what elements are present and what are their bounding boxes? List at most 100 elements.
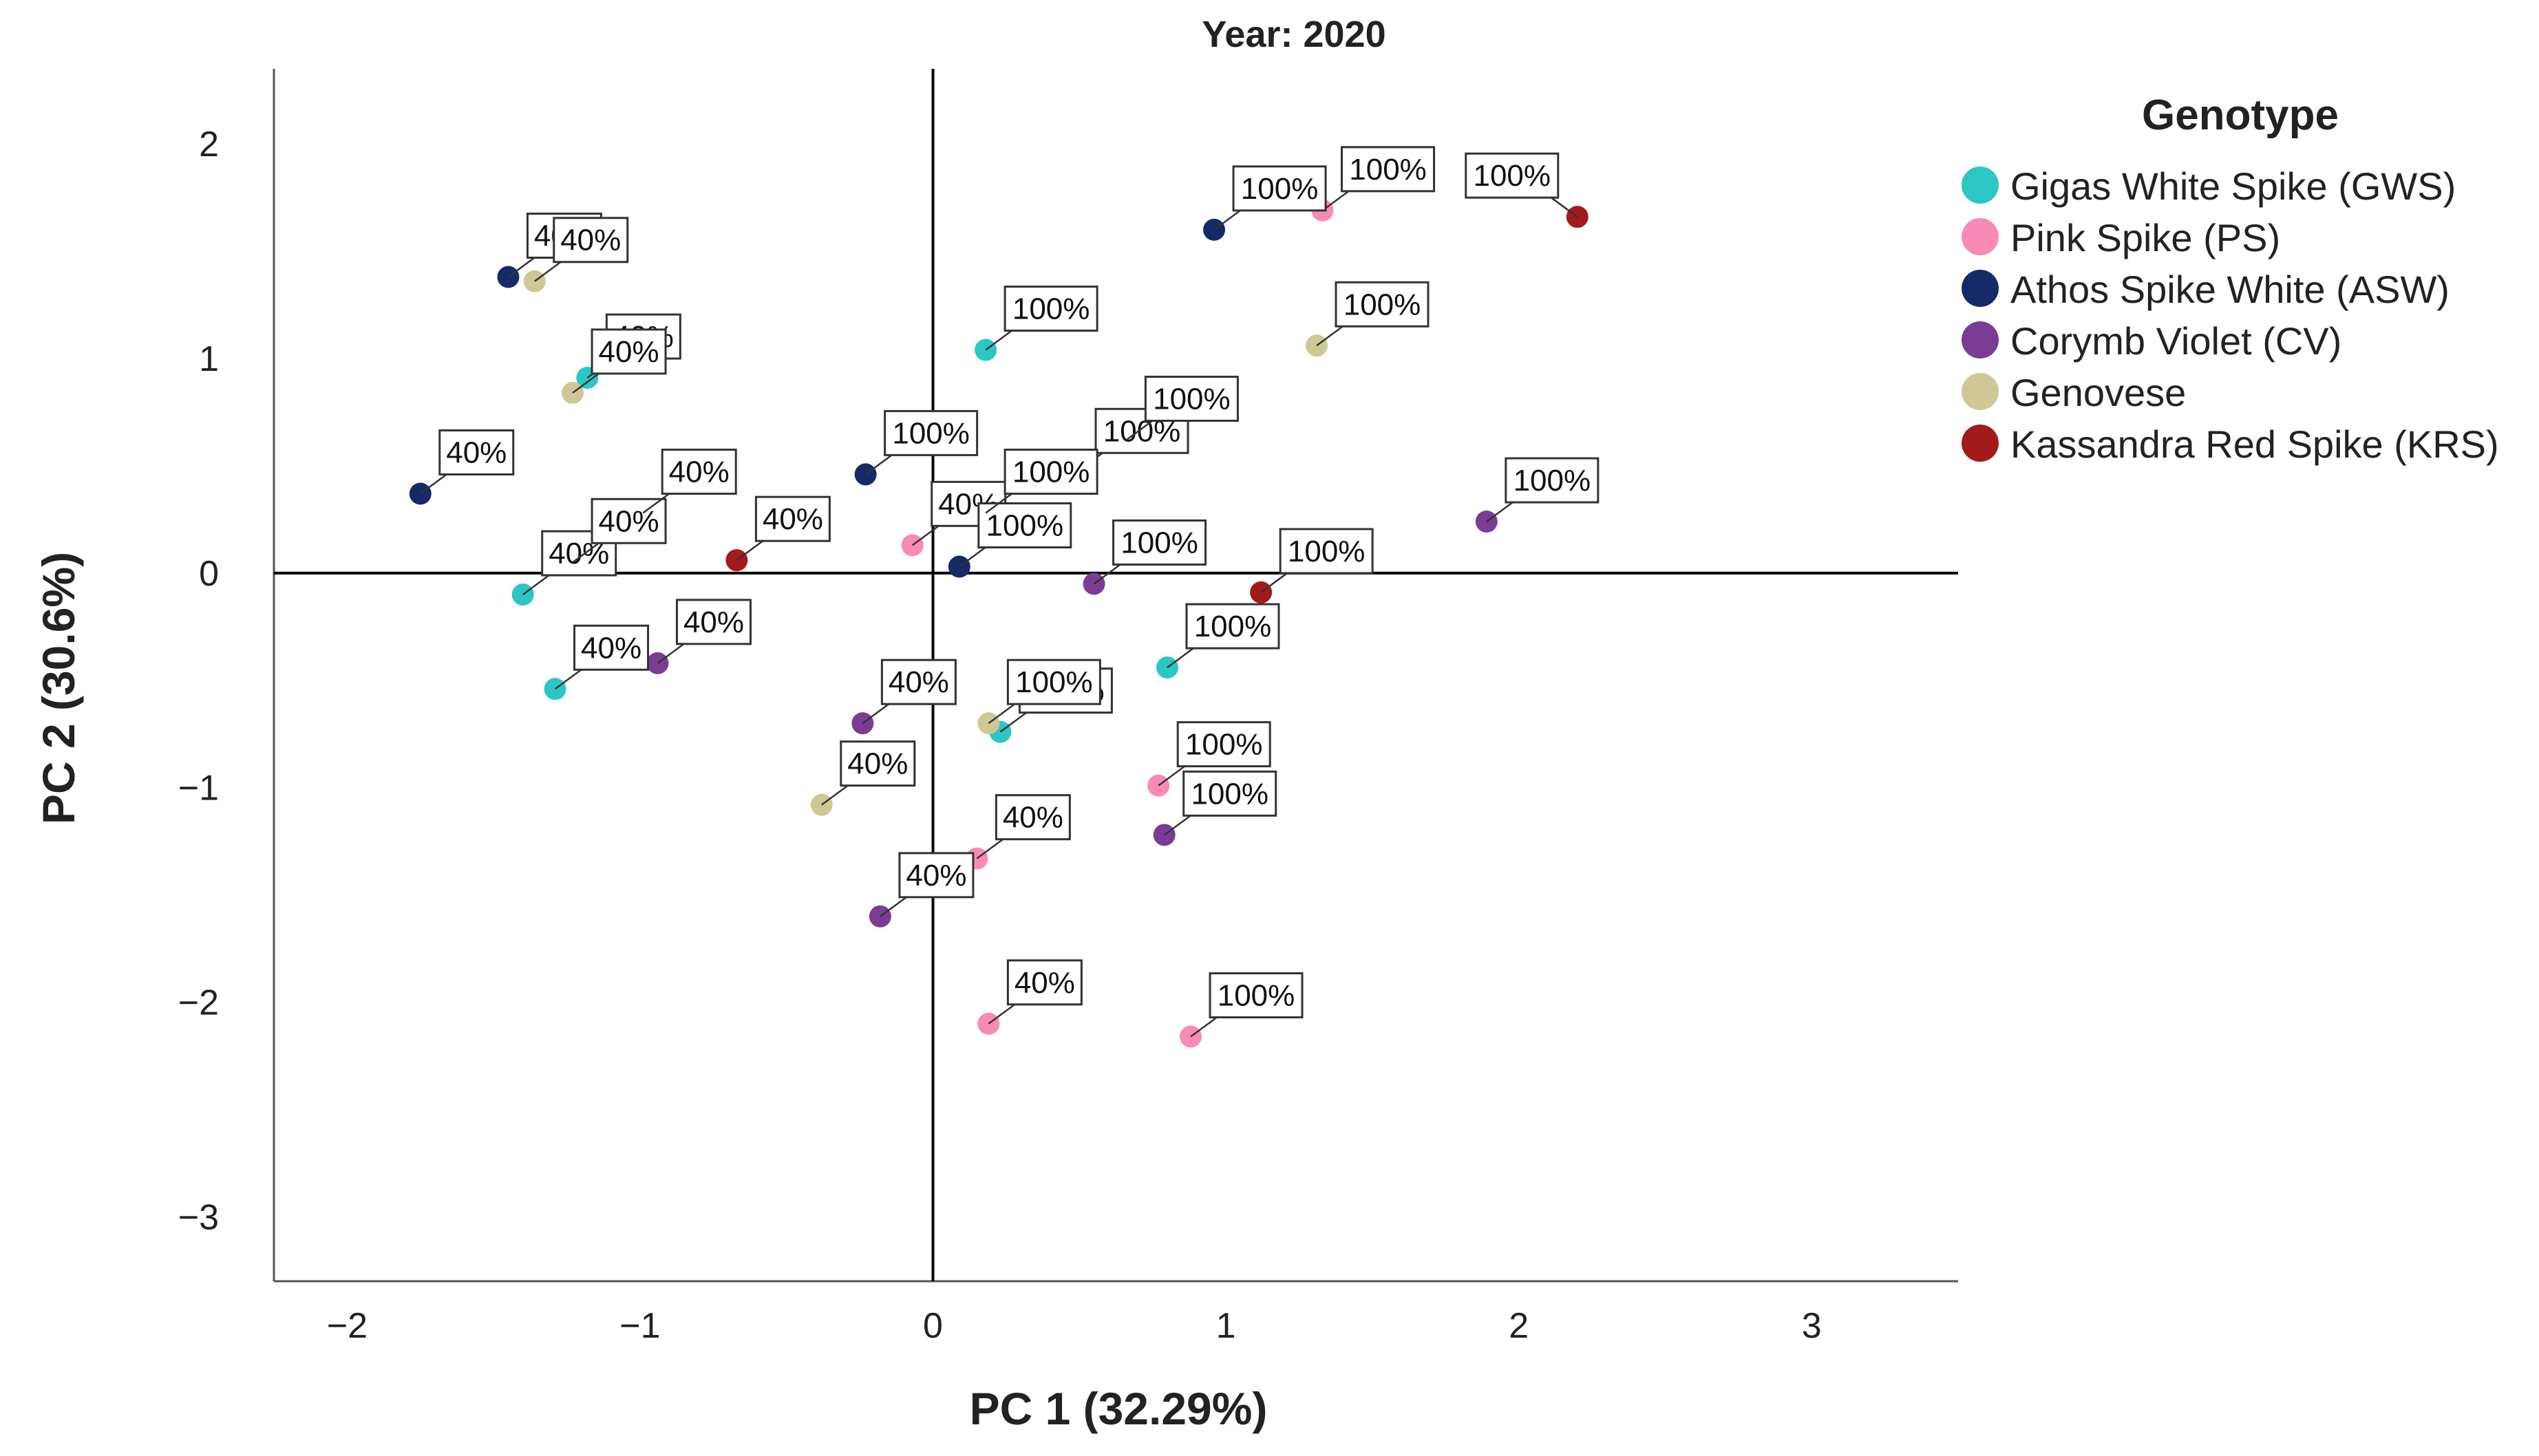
label-box xyxy=(840,740,916,787)
point-labels: 40% 40% 40% 100% 100% 100% 40% 40% 40% 100% 100% 10… xyxy=(420,146,1600,1038)
data-point xyxy=(975,339,997,361)
point-label: 40% xyxy=(683,606,744,639)
chart-title: Year: 2020 xyxy=(1202,14,1385,55)
label-leader-line xyxy=(821,784,849,806)
label-leader-line xyxy=(736,540,764,561)
label-leader-line xyxy=(572,542,599,564)
point-label: 40% xyxy=(1003,801,1063,835)
legend-marker xyxy=(1962,373,1999,410)
label-box xyxy=(1003,449,1098,495)
label-leader-line xyxy=(1125,420,1154,441)
label-leader-line xyxy=(985,493,1012,514)
point-label: 100% xyxy=(1473,159,1551,193)
point-label: 100% xyxy=(1191,777,1268,811)
label-box xyxy=(1006,959,1083,1006)
legend-marker xyxy=(1962,167,1999,204)
label-box xyxy=(1185,603,1280,650)
label-leader-line xyxy=(1163,815,1191,836)
label-leader-line xyxy=(911,525,939,546)
point-label: 40% xyxy=(446,436,507,469)
legend-label: Genovese xyxy=(2010,371,2186,414)
point-label: 100% xyxy=(1012,292,1090,326)
legend-label: Pink Spike (PS) xyxy=(2010,216,2280,259)
label-box xyxy=(1341,146,1436,193)
y-tick-label: −2 xyxy=(178,983,219,1023)
label-leader-line xyxy=(1093,564,1121,585)
legend-label: Corymb Violet (CV) xyxy=(2010,319,2341,363)
legend: Genotype Gigas White Spike (GWS) Pink Spi… xyxy=(1962,92,2499,466)
label-leader-line xyxy=(988,703,1016,725)
point-label: 100% xyxy=(1015,665,1093,699)
y-tick-label: −3 xyxy=(178,1197,219,1237)
label-box xyxy=(675,599,752,645)
label-leader-line xyxy=(534,261,562,282)
point-label: 100% xyxy=(1153,383,1231,416)
legend-title: Genotype xyxy=(2142,92,2339,139)
point-label: 100% xyxy=(892,416,970,450)
label-box xyxy=(591,328,667,375)
legend-marker xyxy=(1962,425,1999,462)
label-leader-line xyxy=(976,838,1004,859)
label-leader-line xyxy=(507,257,535,278)
point-label: 100% xyxy=(1288,535,1366,568)
label-leader-line xyxy=(1167,647,1194,669)
point-label: 100% xyxy=(1120,526,1198,559)
label-box xyxy=(754,495,831,542)
label-leader-line xyxy=(1486,502,1513,523)
y-tick-label: −1 xyxy=(178,769,219,809)
x-tick-label: −2 xyxy=(327,1306,368,1346)
point-label: 100% xyxy=(1185,728,1263,762)
legend-label: Kassandra Red Spike (KRS) xyxy=(2010,422,2499,466)
label-box xyxy=(1003,286,1098,332)
label-leader-line xyxy=(959,546,986,568)
y-axis-ticks: 2 1 0 −1 −2 −3 xyxy=(178,125,219,1237)
label-box xyxy=(880,659,957,705)
point-label: 100% xyxy=(1012,456,1090,489)
point-label: 40% xyxy=(763,502,823,536)
label-leader-line xyxy=(862,703,890,725)
label-box xyxy=(977,502,1072,549)
point-label: 100% xyxy=(1513,464,1591,497)
label-box xyxy=(898,852,975,899)
label-leader-line xyxy=(988,1003,1016,1025)
label-leader-line xyxy=(1158,765,1185,786)
label-leader-line xyxy=(1316,325,1343,347)
label-box xyxy=(1112,519,1207,566)
label-box xyxy=(573,624,650,671)
label-box xyxy=(995,794,1071,841)
legend-label: Athos Spike White (ASW) xyxy=(2010,268,2450,311)
label-box xyxy=(1176,721,1271,768)
label-leader-line xyxy=(864,454,893,475)
label-box xyxy=(1209,972,1304,1018)
point-label: 100% xyxy=(1343,288,1421,321)
point-label: 100% xyxy=(1194,610,1272,643)
label-box xyxy=(1182,770,1277,817)
label-leader-line xyxy=(985,330,1012,351)
x-tick-label: 1 xyxy=(1216,1306,1236,1346)
axes xyxy=(273,69,1958,1283)
label-box xyxy=(884,409,979,456)
legend-marker xyxy=(1962,218,1999,255)
label-leader-line xyxy=(420,473,447,495)
label-box xyxy=(1335,281,1430,328)
x-axis-ticks: −2 −1 0 1 2 3 xyxy=(327,1306,1822,1346)
label-box xyxy=(1465,152,1560,199)
label-leader-line xyxy=(642,493,670,514)
label-box xyxy=(438,429,515,475)
legend-marker xyxy=(1962,321,1999,358)
label-leader-line xyxy=(1551,197,1578,218)
legend-label: Gigas White Spike (GWS) xyxy=(2010,164,2456,208)
label-leader-line xyxy=(657,643,685,664)
legend-marker xyxy=(1962,270,1999,307)
label-leader-line xyxy=(1321,190,1350,211)
point-label: 40% xyxy=(847,747,908,781)
x-tick-label: 3 xyxy=(1802,1306,1822,1346)
label-box xyxy=(1279,528,1374,575)
y-tick-label: 2 xyxy=(199,125,219,164)
point-label: 40% xyxy=(906,859,966,892)
label-leader-line xyxy=(1190,1016,1218,1038)
point-label: 40% xyxy=(599,335,659,369)
label-leader-line xyxy=(522,575,550,596)
point-label: 40% xyxy=(581,631,641,665)
